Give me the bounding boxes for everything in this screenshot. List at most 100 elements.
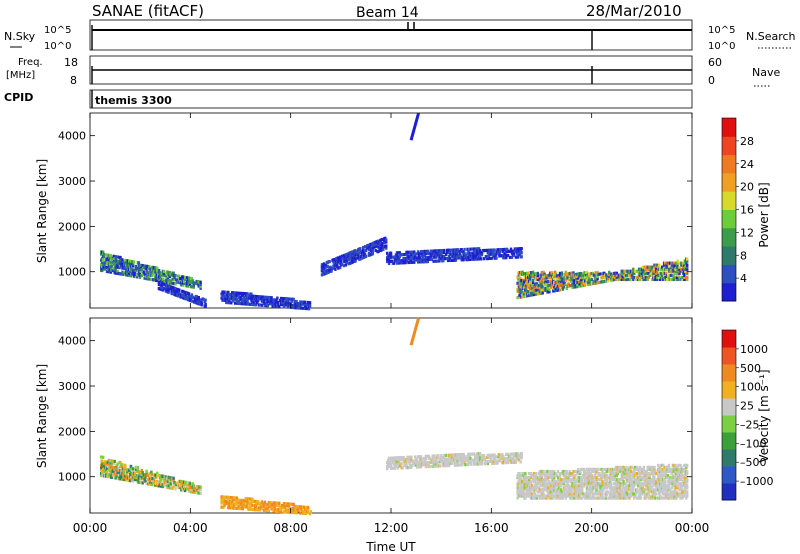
data-cell <box>304 511 308 516</box>
data-cell <box>387 464 391 469</box>
data-cell <box>623 488 626 492</box>
data-cell <box>561 283 565 287</box>
data-cell <box>504 452 508 457</box>
data-cell <box>443 455 446 460</box>
data-cell <box>250 302 253 306</box>
data-cell <box>599 496 602 500</box>
data-cell <box>686 490 689 494</box>
data-cell <box>621 490 624 494</box>
data-cell <box>556 478 560 482</box>
data-cell <box>381 244 384 248</box>
data-cell <box>260 502 264 506</box>
data-cell <box>662 484 666 488</box>
data-cell <box>198 302 201 306</box>
data-cell <box>591 494 594 498</box>
data-cell <box>557 280 561 284</box>
data-cell <box>129 274 133 278</box>
data-cell <box>133 471 137 475</box>
data-cell <box>550 273 553 277</box>
data-cell <box>139 263 142 267</box>
data-cell <box>120 272 123 276</box>
data-cell <box>622 480 625 484</box>
data-cell <box>347 258 351 262</box>
data-cell <box>466 458 469 463</box>
data-cell <box>274 501 277 505</box>
data-cell <box>338 255 342 259</box>
data-cell <box>320 267 324 271</box>
data-cell <box>686 263 689 267</box>
data-cell <box>142 266 145 270</box>
data-cell <box>269 501 272 505</box>
data-cell <box>655 482 658 486</box>
data-cell <box>605 279 608 283</box>
data-cell <box>678 478 681 482</box>
data-cell <box>405 463 408 468</box>
data-cell <box>625 474 628 478</box>
data-cell <box>277 302 280 306</box>
data-cell <box>576 280 579 284</box>
data-cell <box>152 477 155 481</box>
data-cell <box>389 253 393 257</box>
data-cell <box>266 506 269 511</box>
data-cell <box>199 485 202 489</box>
data-cell <box>553 285 556 289</box>
data-cell <box>155 270 159 274</box>
data-cell <box>590 469 594 474</box>
data-cell <box>386 458 390 462</box>
data-cell <box>618 494 621 498</box>
data-cell <box>497 250 500 254</box>
colorbar-tick-label: 500 <box>740 362 761 375</box>
data-cell <box>585 278 589 283</box>
data-cell <box>343 255 347 259</box>
data-cell <box>258 508 262 512</box>
data-cell <box>641 267 645 271</box>
data-cell <box>505 249 509 254</box>
data-cell <box>531 270 535 274</box>
data-cell <box>292 510 295 515</box>
data-cell <box>667 463 671 467</box>
data-cell <box>333 266 336 270</box>
data-cell <box>470 251 473 255</box>
data-cell <box>671 482 674 486</box>
data-cell <box>134 268 138 273</box>
data-cell <box>614 486 618 490</box>
cpid-panel: CPID themis 3300 <box>4 89 693 109</box>
data-cell <box>620 277 623 282</box>
data-cell <box>518 480 521 484</box>
data-cell <box>652 474 655 478</box>
data-cell <box>638 474 642 478</box>
data-cell <box>516 488 519 492</box>
data-cell <box>537 490 541 494</box>
data-cell <box>105 462 109 466</box>
data-cell <box>235 291 239 295</box>
data-cell <box>583 474 587 478</box>
data-cell <box>109 262 113 266</box>
data-cell <box>620 492 623 496</box>
data-cell <box>678 267 681 271</box>
data-cell <box>227 290 230 295</box>
data-cell <box>551 482 554 486</box>
data-cell <box>430 253 433 257</box>
data-cell <box>637 478 641 482</box>
data-cell <box>241 293 244 298</box>
data-cell <box>526 486 529 490</box>
data-cell <box>161 277 165 282</box>
data-cell <box>166 481 170 485</box>
data-cell <box>377 245 380 249</box>
data-cell <box>583 492 587 496</box>
data-cell <box>456 256 460 260</box>
data-cell <box>333 257 336 262</box>
data-cell <box>643 469 647 474</box>
data-cell <box>167 288 170 292</box>
data-cell <box>270 507 273 511</box>
data-cell <box>502 455 505 459</box>
data-cell <box>574 480 577 484</box>
colorbar-tick-label: –500 <box>740 456 767 469</box>
data-cell <box>321 270 325 275</box>
data-cell <box>670 273 674 277</box>
data-cell <box>131 264 135 268</box>
data-cell <box>411 463 414 467</box>
data-cell <box>676 486 679 490</box>
data-cell <box>188 481 192 485</box>
